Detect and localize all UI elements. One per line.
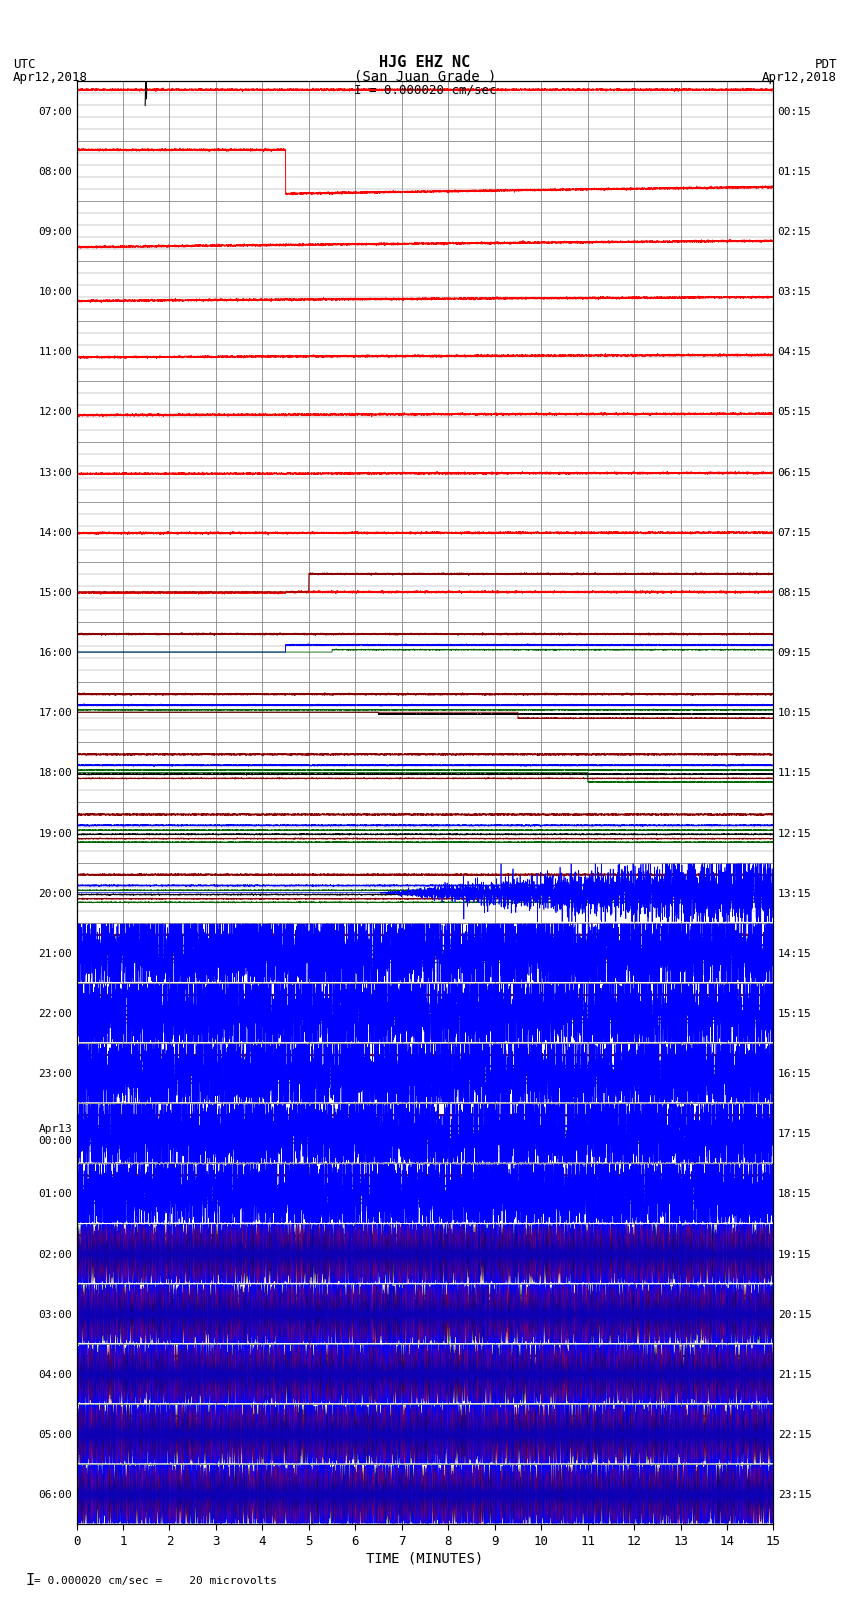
Text: Apr12,2018: Apr12,2018: [762, 71, 837, 84]
Text: (San Juan Grade ): (San Juan Grade ): [354, 69, 496, 84]
X-axis label: TIME (MINUTES): TIME (MINUTES): [366, 1552, 484, 1566]
Text: HJG EHZ NC: HJG EHZ NC: [379, 55, 471, 69]
Text: I = 0.000020 cm/sec: I = 0.000020 cm/sec: [354, 84, 496, 97]
Text: I: I: [26, 1573, 35, 1589]
Text: PDT: PDT: [815, 58, 837, 71]
Text: = 0.000020 cm/sec =    20 microvolts: = 0.000020 cm/sec = 20 microvolts: [34, 1576, 277, 1586]
Text: Apr12,2018: Apr12,2018: [13, 71, 88, 84]
Text: UTC: UTC: [13, 58, 35, 71]
